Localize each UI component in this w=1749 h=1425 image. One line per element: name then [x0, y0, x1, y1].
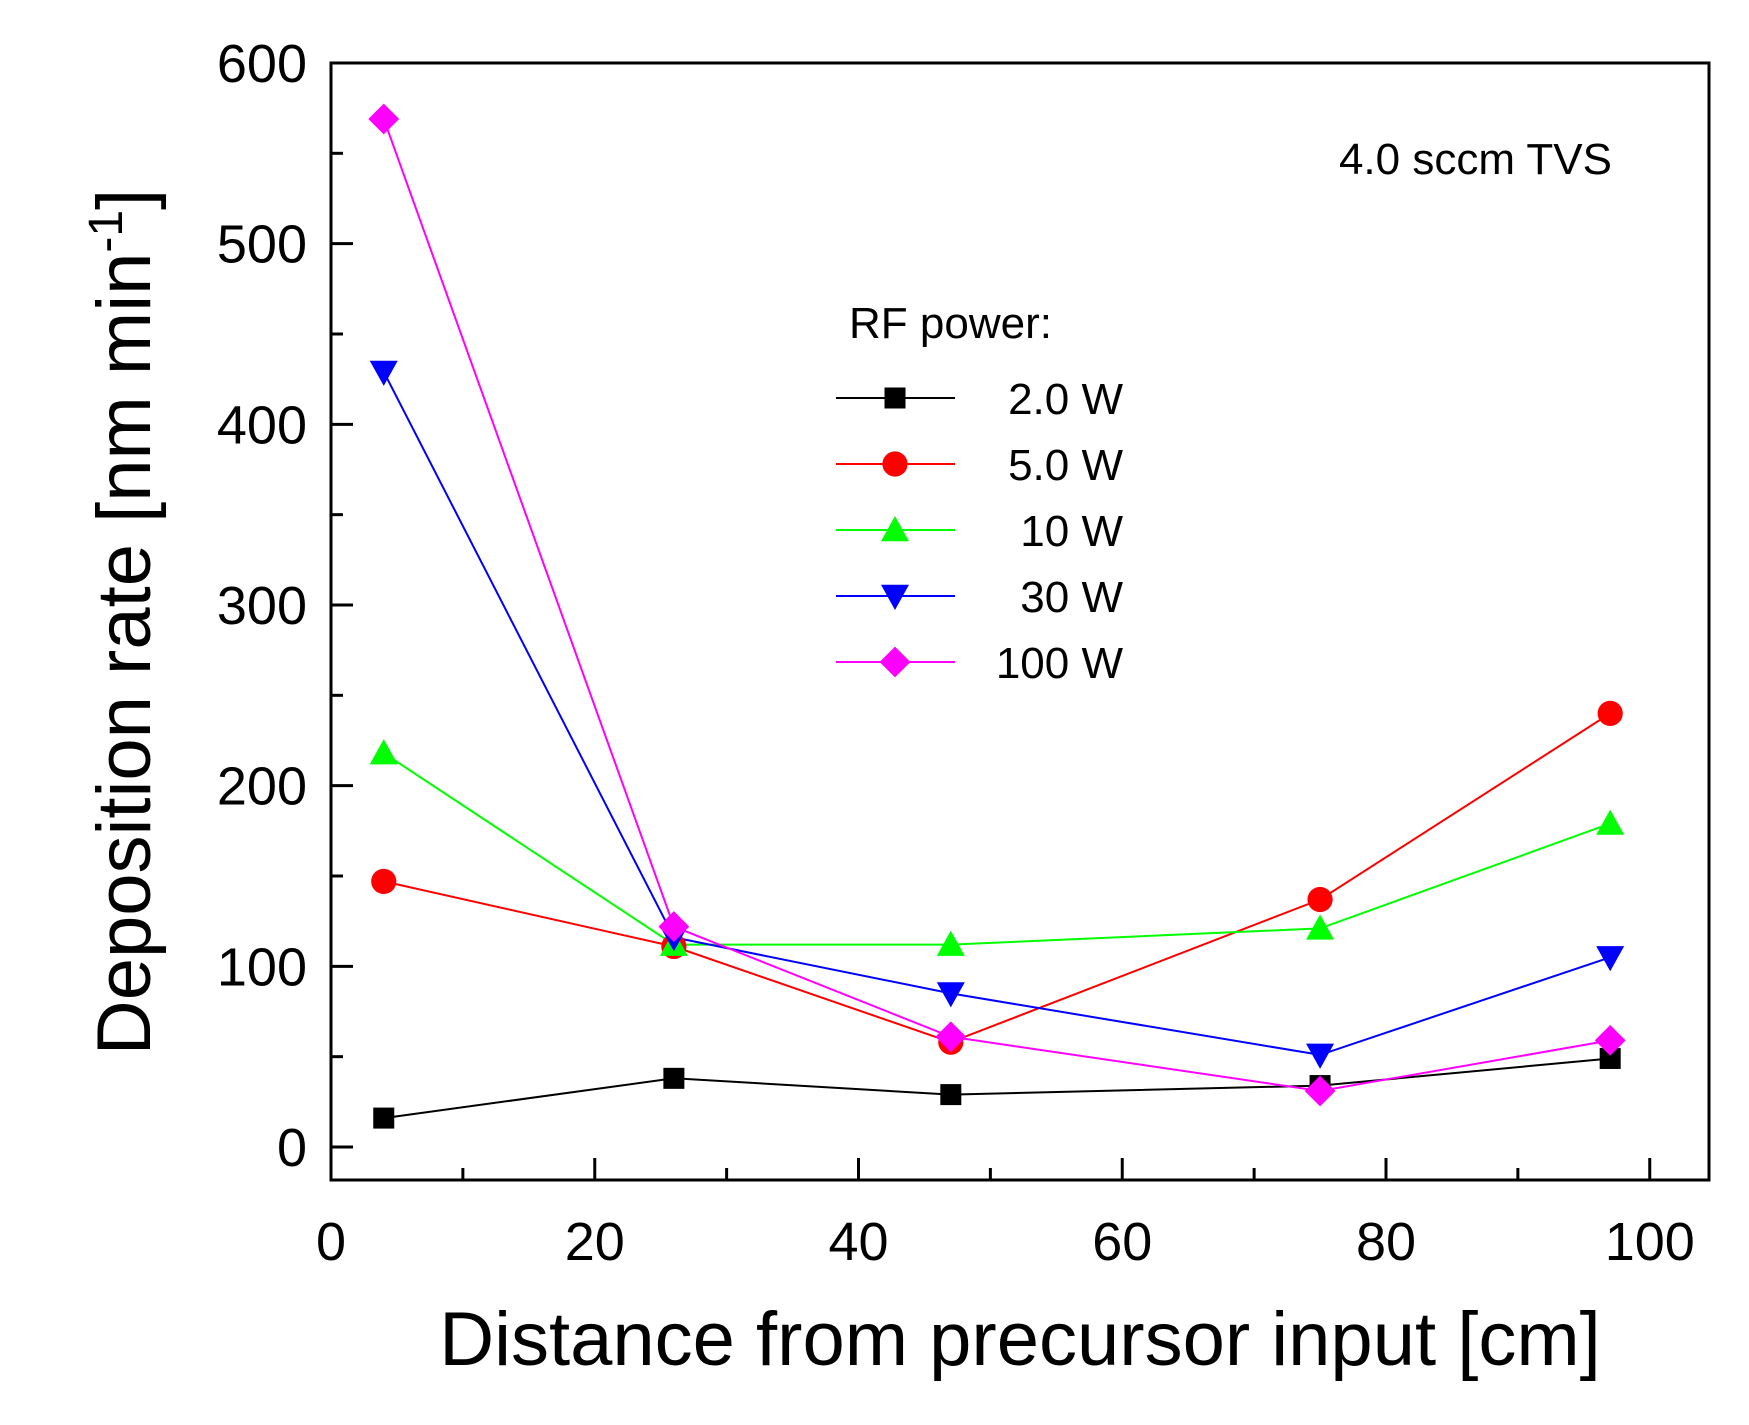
data-point-10-w — [936, 930, 965, 956]
legend-label-100-w: 100 W — [996, 639, 1124, 688]
annotation-text: 4.0 sccm TVS — [1339, 135, 1612, 184]
axes: 0 20 40 60 80 100 0 100 200 300 400 500 600 — [217, 34, 1695, 1272]
legend: RF power: 2.0 W 5.0 W 10 W 30 W 100 W — [836, 299, 1123, 688]
plot-frame — [329, 61, 1711, 1182]
data-point-30-w — [369, 360, 398, 386]
data-point-100-w — [935, 1021, 967, 1053]
y-axis-title-bracket: ] — [82, 189, 167, 210]
x-axis-title: Distance from precursor input [cm] — [439, 1297, 1601, 1382]
legend-marker-10-w — [881, 516, 909, 542]
legend-label-5-0-w: 5.0 W — [1008, 441, 1123, 490]
y-tick-label: 100 — [217, 937, 307, 997]
data-point-30-w — [1306, 1043, 1335, 1069]
data-point-100-w — [1594, 1025, 1626, 1056]
data-point-10-w — [369, 739, 398, 765]
x-tick-label: 100 — [1605, 1212, 1695, 1272]
series-line-30-w — [382, 371, 1611, 1056]
x-tick-label: 40 — [828, 1212, 888, 1272]
legend-marker-100-w — [879, 646, 911, 678]
series-line-100-w — [382, 118, 1611, 1093]
y-tick-label: 500 — [217, 215, 307, 275]
x-tick-label: 0 — [316, 1212, 346, 1272]
series-markers — [368, 103, 1626, 1129]
y-axis-title: Deposition rate [nm min-1] — [80, 189, 167, 1055]
series-line-10-w — [383, 752, 1611, 946]
legend-title: RF power: — [849, 299, 1052, 348]
data-point-2-0-w — [1599, 1047, 1621, 1069]
legend-marker-30-w — [881, 584, 909, 610]
series-line-2-0-w — [383, 1057, 1611, 1120]
y-tick-label: 0 — [277, 1118, 307, 1178]
y-tick-label: 300 — [217, 576, 307, 636]
series-lines — [382, 118, 1611, 1120]
legend-marker-5-0-w — [882, 451, 908, 477]
legend-label-2-0-w: 2.0 W — [1008, 375, 1123, 424]
data-point-100-w — [368, 103, 400, 135]
legend-label-30-w: 30 W — [1020, 573, 1123, 622]
legend-marker-2-0-w — [884, 387, 906, 409]
y-tick-label: 600 — [217, 34, 307, 94]
x-tick-label: 80 — [1356, 1212, 1416, 1272]
y-tick-label: 400 — [217, 395, 307, 455]
y-axis-title-superscript: -1 — [80, 210, 133, 253]
data-point-2-0-w — [373, 1107, 395, 1129]
data-point-2-0-w — [940, 1084, 962, 1106]
data-point-100-w — [1304, 1075, 1336, 1107]
data-point-10-w — [1596, 809, 1625, 835]
data-point-5-0-w — [371, 868, 397, 895]
data-point-2-0-w — [663, 1067, 685, 1089]
data-point-100-w — [658, 911, 690, 942]
legend-label-10-w: 10 W — [1020, 507, 1123, 556]
x-tick-label: 20 — [565, 1212, 625, 1272]
y-axis-title-main: Deposition rate [nm min — [82, 253, 167, 1056]
x-tick-label: 60 — [1092, 1212, 1152, 1272]
data-point-30-w — [936, 982, 965, 1008]
data-point-30-w — [1596, 946, 1625, 972]
series-line-5-0-w — [383, 712, 1611, 1044]
data-point-10-w — [1306, 914, 1335, 940]
data-point-5-0-w — [1307, 886, 1333, 913]
data-point-5-0-w — [1597, 700, 1623, 726]
y-tick-label: 200 — [217, 757, 307, 817]
